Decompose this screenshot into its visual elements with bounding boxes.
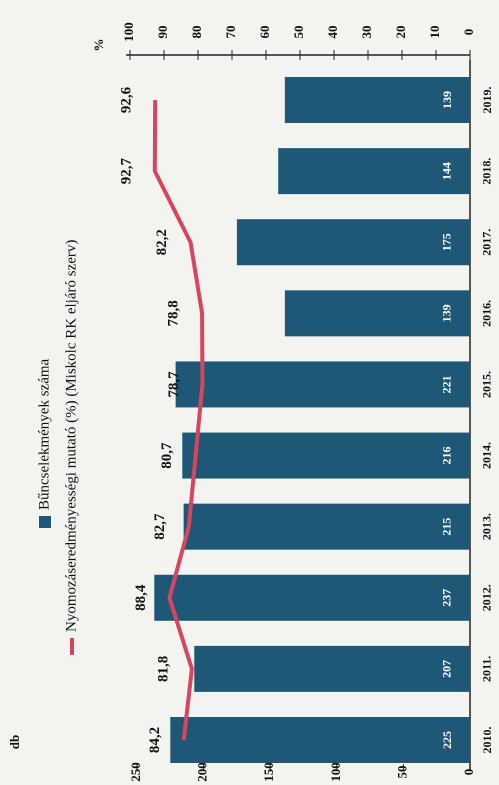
y2-tick-label: 100 xyxy=(121,22,136,42)
bar xyxy=(175,361,471,408)
x-tick-label: 2014. xyxy=(480,442,494,469)
y-tick-label: 100 xyxy=(328,762,343,782)
y2-tick-label: 0 xyxy=(461,29,476,36)
x-tick-label: 2011. xyxy=(480,656,494,682)
bar xyxy=(278,148,470,195)
legend-label: Nyomozáseredményességi mutató (%) (Misko… xyxy=(63,240,79,632)
y-tick-label: 150 xyxy=(261,762,276,782)
x-tick-label: 2018. xyxy=(480,158,494,185)
line-value-label: 78,8 xyxy=(166,300,182,326)
line-value-label: 88,4 xyxy=(133,584,149,611)
bar-value-label: 207 xyxy=(440,660,454,678)
line-value-label: 82,7 xyxy=(152,513,168,540)
y2-tick-label: 40 xyxy=(325,26,340,39)
bar xyxy=(236,219,470,266)
bar xyxy=(194,645,470,692)
y-tick-label: 200 xyxy=(195,762,210,782)
line-value-label: 81,8 xyxy=(155,656,171,682)
x-tick-label: 2019. xyxy=(480,87,494,114)
bar-value-label: 237 xyxy=(440,589,454,607)
bar xyxy=(182,432,470,479)
x-tick-label: 2015. xyxy=(480,371,494,398)
y2-tick-label: 30 xyxy=(359,26,374,39)
bar-value-label: 139 xyxy=(440,91,454,109)
x-tick-label: 2010. xyxy=(480,727,494,754)
y-axis-label: db xyxy=(7,735,22,749)
x-tick-label: 2017. xyxy=(480,229,494,256)
bar xyxy=(170,717,471,763)
y2-axis-label: % xyxy=(91,39,106,52)
legend-label: Bűncselekmények száma xyxy=(36,358,52,510)
bar-value-label: 225 xyxy=(440,731,454,749)
line-value-label: 92,6 xyxy=(119,86,135,113)
x-tick-label: 2012. xyxy=(480,584,494,611)
bar xyxy=(284,290,470,337)
x-tick-label: 2016. xyxy=(480,300,494,327)
y-tick-label: 50 xyxy=(394,766,409,779)
bar-value-label: 221 xyxy=(440,375,454,393)
y2-tick-label: 50 xyxy=(291,26,306,39)
legend-swatch xyxy=(39,516,51,528)
y-tick-label: 0 xyxy=(461,769,476,776)
bar xyxy=(183,503,470,550)
y-tick-label: 250 xyxy=(128,762,143,782)
bar-value-label: 216 xyxy=(440,447,454,465)
bar-value-label: 139 xyxy=(440,304,454,322)
bar-value-label: 144 xyxy=(440,162,454,180)
bar xyxy=(154,574,471,621)
line-value-label: 84,2 xyxy=(147,727,163,753)
line xyxy=(152,99,205,741)
y2-tick-label: 70 xyxy=(223,26,238,39)
y2-tick-label: 20 xyxy=(393,26,408,39)
x-tick-label: 2013. xyxy=(480,513,494,540)
bar-value-label: 215 xyxy=(440,518,454,536)
line-value-label: 78,7 xyxy=(166,371,182,398)
y2-tick-label: 80 xyxy=(189,26,204,39)
bar-value-label: 175 xyxy=(440,233,454,251)
line-value-label: 80,7 xyxy=(159,442,175,469)
y2-tick-label: 10 xyxy=(427,26,442,39)
line-value-label: 92,7 xyxy=(118,157,134,184)
y2-tick-label: 90 xyxy=(155,26,170,39)
line-value-label: 82,2 xyxy=(154,229,170,255)
bar xyxy=(284,77,470,123)
y2-tick-label: 60 xyxy=(257,26,272,39)
